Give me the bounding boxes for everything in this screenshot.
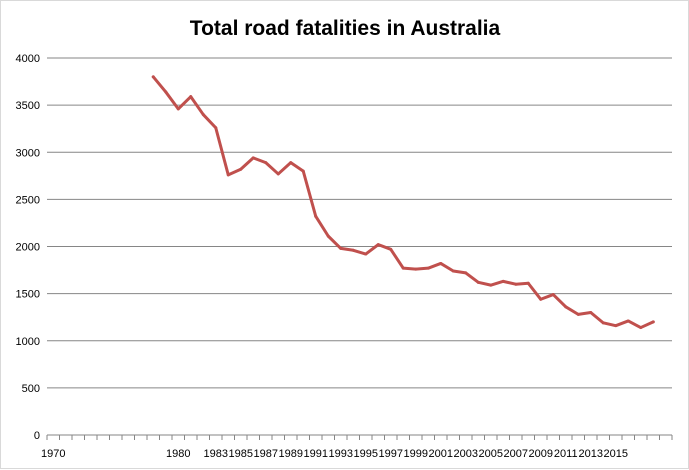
x-tick-label: 1991 — [304, 448, 328, 460]
x-tick-label: 2005 — [479, 448, 503, 460]
data-point — [164, 90, 168, 94]
x-tick-label: 1980 — [166, 448, 190, 460]
y-tick-label: 3500 — [16, 100, 40, 112]
y-tick-label: 1000 — [16, 336, 40, 348]
data-point — [514, 282, 518, 286]
data-point — [489, 283, 493, 287]
data-point — [276, 172, 280, 176]
data-point — [239, 167, 243, 171]
y-tick-label: 2500 — [16, 194, 40, 206]
data-point — [614, 324, 618, 328]
data-point — [376, 243, 380, 247]
data-point — [251, 156, 255, 160]
data-point — [401, 266, 405, 270]
y-tick-label: 4000 — [16, 53, 40, 65]
x-tick-label: 1987 — [254, 448, 278, 460]
data-point — [589, 310, 593, 314]
data-point — [314, 214, 318, 218]
x-tick-label: 2003 — [454, 448, 478, 460]
y-axis-tick-labels: 0 500 1000 1500 2000 2500 3000 3500 4000 — [16, 53, 40, 442]
x-tick-label: 2007 — [504, 448, 528, 460]
data-point — [639, 326, 643, 330]
data-point — [226, 173, 230, 177]
x-tick-label: 2011 — [554, 448, 578, 460]
x-tick-label: 1997 — [379, 448, 403, 460]
data-point — [439, 261, 443, 265]
data-point — [539, 297, 543, 301]
data-point — [414, 267, 418, 271]
data-point — [451, 269, 455, 273]
data-point — [214, 126, 218, 130]
series-layer — [151, 75, 655, 330]
y-tick-label: 1500 — [16, 289, 40, 301]
y-tick-label: 0 — [34, 430, 40, 442]
data-point — [176, 107, 180, 111]
data-point — [464, 271, 468, 275]
data-point — [526, 281, 530, 285]
gridlines — [47, 57, 672, 389]
data-point — [301, 169, 305, 173]
data-point — [651, 320, 655, 324]
data-point — [389, 247, 393, 251]
data-point — [151, 75, 155, 79]
x-tick-label: 2001 — [429, 448, 453, 460]
x-tick-label: 2015 — [604, 448, 628, 460]
data-point — [351, 248, 355, 252]
data-point — [189, 95, 193, 99]
data-point — [576, 312, 580, 316]
y-tick-label: 2000 — [16, 242, 40, 254]
data-point — [264, 161, 268, 165]
data-point — [289, 161, 293, 165]
x-tick-label: 1985 — [229, 448, 253, 460]
data-point — [426, 266, 430, 270]
x-tick-label: 1989 — [279, 448, 303, 460]
data-point — [564, 305, 568, 309]
series-line — [151, 75, 655, 330]
x-tick-label: 1983 — [204, 448, 228, 460]
x-tick-label: 2013 — [579, 448, 603, 460]
data-point — [626, 319, 630, 323]
y-tick-label: 500 — [22, 383, 40, 395]
data-point — [601, 321, 605, 325]
x-axis-tick-labels: 1970 1980 1983 1985 1987 1989 1991 1993 1995 1997… — [41, 448, 628, 460]
data-point — [476, 280, 480, 284]
data-point — [326, 234, 330, 238]
axes — [46, 434, 673, 440]
chart-title: Total road fatalities in Australia — [190, 17, 501, 40]
x-tick-label: 1993 — [329, 448, 353, 460]
data-point — [501, 279, 505, 283]
x-tick-label: 1970 — [41, 448, 65, 460]
data-point — [364, 252, 368, 256]
x-tick-label: 2009 — [529, 448, 553, 460]
data-point — [201, 113, 205, 117]
x-tick-label: 1995 — [354, 448, 378, 460]
data-point — [551, 293, 555, 297]
data-point — [339, 246, 343, 250]
x-tick-label: 1999 — [404, 448, 428, 460]
y-tick-label: 3000 — [16, 147, 40, 159]
